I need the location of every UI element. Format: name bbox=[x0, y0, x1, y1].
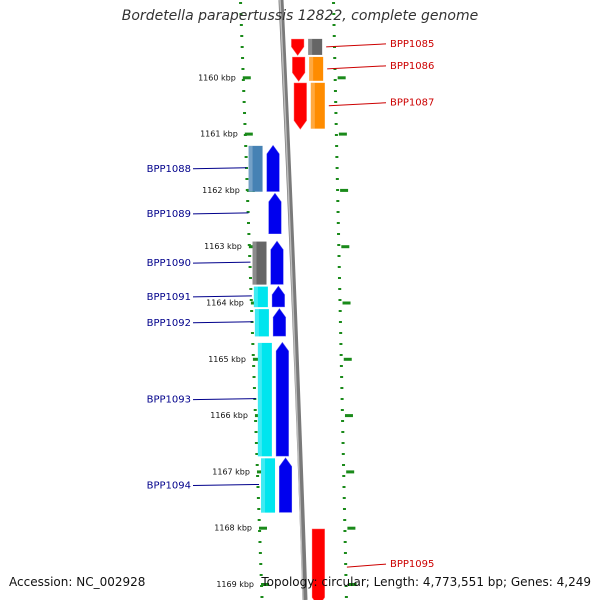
tick-mark bbox=[346, 470, 355, 474]
genome-backbone bbox=[278, 0, 308, 600]
tick-label: 1163 kbp bbox=[204, 242, 242, 251]
genome-summary-text: Topology: circular; Length: 4,773,551 bp… bbox=[261, 575, 591, 589]
label-leader bbox=[328, 102, 387, 107]
gene-block-bpp1091 bbox=[253, 286, 268, 308]
gene-label-bpp1085[interactable]: BPP1085 bbox=[390, 39, 434, 50]
gene-block-bpp1092 bbox=[254, 309, 269, 337]
accession-text: Accession: NC_002928 bbox=[9, 575, 146, 589]
gene-label-bpp1093[interactable]: BPP1093 bbox=[147, 395, 191, 406]
tick-label: 1169 kbp bbox=[216, 580, 254, 589]
label-leader bbox=[192, 212, 249, 215]
gene-block-bpp1089 bbox=[250, 193, 265, 234]
tick-mark bbox=[244, 132, 253, 136]
tick-label: 1160 kbp bbox=[198, 73, 236, 82]
cds-arrow-bpp1089 bbox=[268, 192, 282, 234]
tick-mark bbox=[347, 526, 356, 530]
tick-label: 1166 kbp bbox=[210, 411, 248, 420]
tick-mark bbox=[258, 526, 267, 530]
label-leader bbox=[346, 563, 387, 568]
gene-block-bpp1086 bbox=[309, 56, 324, 81]
label-leader bbox=[192, 167, 247, 170]
cds-arrow-bpp1092 bbox=[272, 308, 286, 337]
cds-arrow-bpp1088 bbox=[266, 144, 280, 192]
feature-layer bbox=[248, 38, 326, 600]
cds-arrow-bpp1094 bbox=[279, 457, 293, 513]
backbone-layer bbox=[278, 0, 308, 600]
cds-arrow-bpp1086 bbox=[292, 56, 306, 82]
label-leader bbox=[192, 398, 256, 401]
gene-block-bpp1094 bbox=[261, 458, 276, 513]
label-leader bbox=[192, 295, 252, 298]
gene-label-bpp1086[interactable]: BPP1086 bbox=[390, 61, 434, 72]
label-leader bbox=[192, 321, 253, 324]
tick-mark bbox=[341, 245, 350, 249]
tick-mark bbox=[340, 188, 349, 192]
cds-arrow-bpp1095 bbox=[311, 528, 325, 600]
gene-label-bpp1091[interactable]: BPP1091 bbox=[147, 292, 191, 303]
gene-label-bpp1095[interactable]: BPP1095 bbox=[390, 559, 434, 570]
tick-mark bbox=[337, 76, 346, 80]
map-title: Bordetella parapertussis 12822, complete… bbox=[121, 8, 479, 24]
tick-label: 1162 kbp bbox=[202, 186, 240, 195]
cds-arrow-bpp1090 bbox=[270, 240, 284, 285]
gene-block-bpp1093 bbox=[257, 342, 272, 457]
gene-block-bpp1090 bbox=[252, 241, 267, 285]
tick-mark bbox=[261, 583, 270, 586]
gene-label-bpp1089[interactable]: BPP1089 bbox=[147, 209, 191, 220]
label-leader bbox=[327, 65, 387, 70]
gene-label-bpp1087[interactable]: BPP1087 bbox=[390, 98, 434, 109]
tick-mark bbox=[252, 357, 261, 361]
label-leader bbox=[192, 483, 260, 486]
gene-label-bpp1090[interactable]: BPP1090 bbox=[147, 258, 191, 269]
label-leader bbox=[326, 43, 387, 48]
cds-arrow-bpp1085 bbox=[291, 38, 305, 56]
label-layer: 1160 kbp 1161 kbp 1162 kbp 1163 kbp 1164 kbp… bbox=[147, 39, 435, 589]
tick-label: 1165 kbp bbox=[208, 355, 246, 364]
gene-block-bpp1088 bbox=[248, 145, 263, 192]
gene-block-bpp1085 bbox=[308, 38, 323, 55]
genome-backbone-highlight bbox=[279, 0, 304, 600]
tick-mark bbox=[344, 414, 353, 418]
tick-mark bbox=[338, 132, 347, 136]
tick-label: 1161 kbp bbox=[200, 130, 238, 139]
tick-mark bbox=[256, 470, 265, 474]
tick-label: 1168 kbp bbox=[214, 524, 252, 533]
tick-label: 1164 kbp bbox=[206, 299, 244, 308]
cds-arrow-bpp1093 bbox=[275, 341, 289, 457]
gene-label-bpp1088[interactable]: BPP1088 bbox=[147, 164, 191, 175]
tick-mark bbox=[242, 76, 251, 80]
gene-block-bpp1087 bbox=[310, 82, 325, 129]
tick-label: 1167 kbp bbox=[212, 467, 250, 476]
cds-arrow-bpp1091 bbox=[271, 285, 285, 308]
gene-label-bpp1094[interactable]: BPP1094 bbox=[147, 480, 191, 491]
tick-mark bbox=[343, 357, 352, 361]
tick-mark bbox=[342, 301, 351, 305]
tick-mark bbox=[348, 583, 357, 586]
label-leader bbox=[192, 261, 251, 264]
gene-label-bpp1092[interactable]: BPP1092 bbox=[147, 318, 191, 329]
cds-arrow-bpp1087 bbox=[293, 82, 307, 130]
